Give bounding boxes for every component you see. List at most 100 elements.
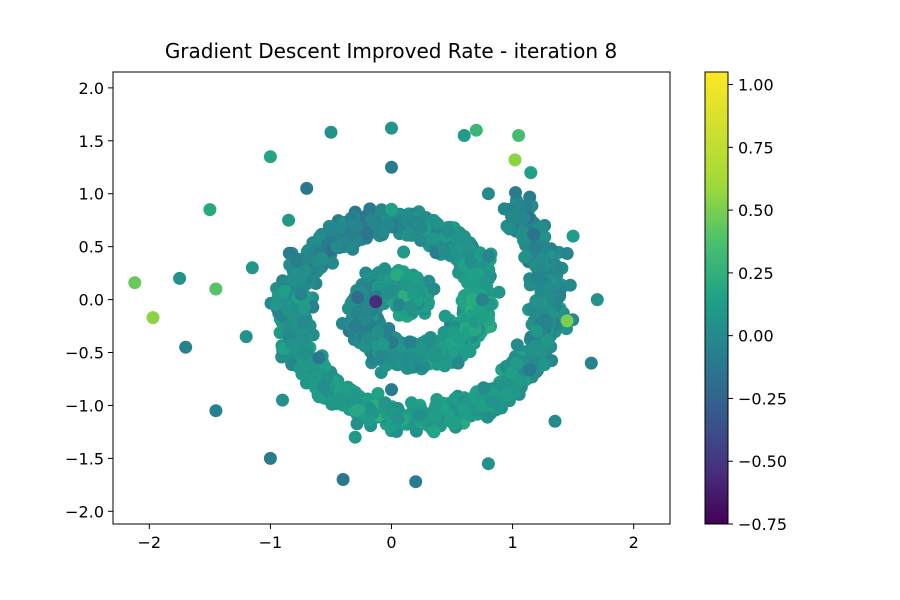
scatter-point	[209, 404, 223, 418]
scatter-point	[566, 229, 580, 243]
scatter-point	[326, 256, 339, 270]
colorbar-gradient	[705, 72, 728, 524]
x-tick-label: 0	[386, 533, 396, 552]
scatter-point	[363, 402, 376, 415]
scatter-point	[280, 303, 294, 317]
scatter-point	[391, 412, 405, 425]
scatter-point	[534, 345, 548, 359]
scatter-point	[375, 348, 389, 362]
scatter-point	[428, 345, 442, 359]
scatter-point	[348, 430, 362, 444]
scatter-point	[495, 401, 508, 415]
y-tick-label: −0.5	[65, 344, 104, 363]
scatter-point	[528, 240, 542, 254]
scatter-point	[476, 310, 490, 324]
scatter-point	[485, 394, 498, 408]
scatter-point	[428, 410, 442, 424]
scatter-point	[545, 290, 559, 304]
scatter-point	[239, 330, 253, 344]
colorbar-tick-label: 0.50	[738, 201, 774, 220]
scatter-point	[385, 121, 398, 135]
scatter-point	[385, 203, 398, 217]
scatter-point	[312, 351, 326, 365]
scatter-point	[385, 383, 398, 397]
scatter-point	[392, 298, 406, 312]
scatter-point	[513, 374, 526, 388]
scatter-point	[378, 396, 392, 410]
chart-title: Gradient Descent Improved Rate - iterati…	[165, 39, 617, 63]
scatter-point	[285, 273, 299, 287]
scatter-point	[317, 380, 331, 394]
scatter-point	[533, 257, 547, 271]
scatter-point	[278, 284, 292, 298]
scatter-point	[530, 324, 544, 338]
y-tick-label: 0.5	[79, 238, 104, 257]
colorbar-frame	[704, 71, 729, 525]
scatter-point	[385, 160, 398, 174]
scatter-point	[378, 262, 392, 276]
scatter-point	[540, 333, 554, 347]
scatter-point	[402, 227, 416, 241]
scatter-point	[493, 378, 507, 392]
scatter-point	[351, 403, 364, 417]
scatter-point	[451, 356, 465, 370]
scatter-point	[500, 388, 513, 402]
scatter-point	[294, 287, 308, 301]
scatter-point	[480, 410, 494, 424]
y-tick-label: 1.5	[79, 132, 104, 151]
scatter-point	[403, 335, 417, 349]
y-tick-label: −1.0	[65, 396, 104, 415]
plot-area: −2 −1 0 1 2 −2.0 −1.5 −1.0 −0.5 0.0 0.5 1.0 1.5 2.0	[65, 71, 671, 552]
scatter-point	[563, 278, 577, 292]
scatter-point	[447, 417, 461, 431]
scatter-point	[324, 125, 338, 139]
scatter-point	[334, 220, 348, 234]
scatter-point	[263, 451, 277, 465]
scatter-point	[482, 249, 496, 263]
scatter-point	[538, 313, 552, 327]
y-tick-label: −1.5	[65, 449, 104, 468]
scatter-point	[429, 216, 443, 230]
scatter-point	[376, 337, 390, 351]
scatter-point	[438, 309, 452, 323]
scatter-point	[510, 338, 524, 352]
scatter-point	[315, 252, 329, 266]
colorbar-ticks: 1.00 0.75 0.50 0.25 0.00 −0.25 −0.50 −0.75	[728, 76, 787, 534]
scatter-point	[381, 286, 395, 300]
scatter-point	[510, 356, 523, 370]
scatter-point	[508, 153, 522, 167]
scatter-point	[524, 342, 538, 356]
scatter-point	[336, 473, 350, 486]
scatter-point	[361, 332, 375, 346]
scatter-point	[405, 396, 418, 410]
scatter-point	[375, 203, 388, 217]
scatter-point	[363, 202, 377, 216]
scatter-point	[326, 395, 340, 409]
scatter-point	[369, 295, 383, 309]
scatter-point	[146, 311, 160, 325]
scatter-point	[590, 293, 604, 307]
scatter-points	[128, 121, 604, 489]
scatter-point	[452, 332, 466, 346]
colorbar-tick-label: −0.75	[738, 515, 787, 534]
scatter-point	[524, 166, 538, 180]
scatter-point	[297, 334, 311, 348]
colorbar-tick-label: 0.00	[738, 327, 774, 346]
scatter-point	[296, 315, 310, 329]
scatter-point	[560, 247, 574, 260]
scatter-point	[523, 363, 537, 377]
scatter-point	[538, 358, 552, 372]
scatter-point	[298, 264, 312, 278]
scatter-point	[414, 221, 428, 235]
scatter-point	[426, 232, 440, 246]
scatter-point	[465, 292, 479, 306]
scatter-point	[518, 250, 532, 264]
scatter-point	[128, 276, 142, 290]
scatter-point	[517, 233, 531, 247]
scatter-point	[534, 285, 548, 299]
scatter-point	[351, 291, 365, 304]
colorbar-tick-label: −0.25	[738, 389, 787, 408]
scatter-point	[348, 319, 362, 333]
scatter-point	[481, 457, 495, 471]
scatter-point	[369, 216, 383, 230]
